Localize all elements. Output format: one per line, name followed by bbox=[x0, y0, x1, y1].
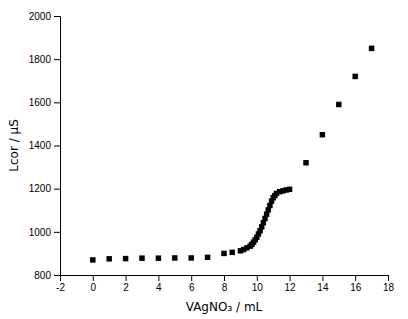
tick-mark bbox=[191, 275, 192, 281]
tick: 1200 bbox=[29, 183, 60, 194]
tick-label: 8 bbox=[222, 282, 228, 293]
tick-label: 12 bbox=[285, 282, 297, 293]
tick-mark bbox=[257, 275, 258, 281]
tick-label: 18 bbox=[383, 282, 395, 293]
point bbox=[320, 132, 325, 137]
points bbox=[90, 46, 374, 263]
tick-label: 1600 bbox=[29, 97, 52, 108]
y-axis: 800 1000 1200 1400 1600 1800 2000 bbox=[29, 11, 61, 281]
tick: 14 bbox=[317, 275, 329, 293]
tick-label: 1200 bbox=[29, 183, 52, 194]
tick-label: 1800 bbox=[29, 54, 52, 65]
tick-mark bbox=[54, 16, 60, 17]
chart-container: -2 0 2 4 6 8 10 12 14 16 18 800 1000 1200 1400 1600 1800… bbox=[0, 0, 408, 319]
tick-mark bbox=[158, 275, 159, 281]
tick: -2 bbox=[56, 275, 65, 293]
point bbox=[106, 256, 111, 261]
tick: 6 bbox=[189, 275, 195, 293]
tick-label: 800 bbox=[34, 270, 51, 281]
tick-label: 14 bbox=[317, 282, 329, 293]
tick: 1600 bbox=[29, 97, 60, 108]
point bbox=[221, 251, 226, 256]
chart: -2 0 2 4 6 8 10 12 14 16 18 800 1000 1200 1400 1600 1800… bbox=[0, 0, 408, 319]
x-axis-title: VAgNO₃ / mL bbox=[186, 300, 263, 314]
tick: 0 bbox=[91, 275, 97, 293]
point bbox=[336, 102, 341, 107]
point bbox=[205, 255, 210, 260]
tick-mark bbox=[126, 275, 127, 281]
tick: 8 bbox=[222, 275, 228, 293]
tick-label: 4 bbox=[156, 282, 162, 293]
axis-line bbox=[54, 17, 61, 276]
tick-mark bbox=[322, 275, 323, 281]
point bbox=[156, 255, 161, 260]
point bbox=[172, 255, 177, 260]
point bbox=[90, 257, 95, 262]
tick-label: 6 bbox=[189, 282, 195, 293]
x-axis: -2 0 2 4 6 8 10 12 14 16 18 bbox=[56, 275, 394, 293]
tick-mark bbox=[290, 275, 291, 281]
point bbox=[369, 46, 374, 51]
tick-label: 1400 bbox=[29, 140, 52, 151]
tick-label: 16 bbox=[350, 282, 362, 293]
tick: 2 bbox=[123, 275, 129, 293]
tick: 1800 bbox=[29, 54, 60, 65]
plot: -2 0 2 4 6 8 10 12 14 16 18 800 1000 1200 1400 1600 1800… bbox=[29, 11, 395, 293]
tick: 16 bbox=[350, 275, 362, 293]
tick-mark bbox=[54, 189, 60, 190]
tick: 2000 bbox=[29, 11, 60, 22]
y-axis-title: Lcor / μS bbox=[7, 119, 21, 171]
tick: 1400 bbox=[29, 140, 60, 151]
tick-mark bbox=[224, 275, 225, 281]
tick-mark bbox=[93, 275, 94, 281]
tick-label: 0 bbox=[91, 282, 97, 293]
tick: 1000 bbox=[29, 227, 60, 238]
tick-label: -2 bbox=[56, 282, 65, 293]
axis-line bbox=[61, 276, 389, 282]
tick-mark bbox=[54, 59, 60, 60]
tick: 800 bbox=[34, 270, 60, 281]
tick-mark bbox=[388, 275, 389, 281]
point bbox=[188, 255, 193, 260]
tick-mark bbox=[54, 102, 60, 103]
point bbox=[352, 74, 357, 79]
point bbox=[229, 250, 234, 255]
tick: 18 bbox=[383, 275, 395, 293]
point bbox=[123, 256, 128, 261]
point bbox=[287, 187, 292, 192]
tick: 12 bbox=[285, 275, 297, 293]
point bbox=[303, 160, 308, 165]
tick-mark bbox=[54, 232, 60, 233]
tick: 4 bbox=[156, 275, 162, 293]
tick-label: 2000 bbox=[29, 11, 52, 22]
tick-mark bbox=[54, 275, 60, 276]
tick-label: 10 bbox=[252, 282, 264, 293]
tick-mark bbox=[54, 146, 60, 147]
tick-label: 2 bbox=[123, 282, 129, 293]
tick-label: 1000 bbox=[29, 227, 52, 238]
point bbox=[139, 255, 144, 260]
tick: 10 bbox=[252, 275, 264, 293]
tick-mark bbox=[355, 275, 356, 281]
